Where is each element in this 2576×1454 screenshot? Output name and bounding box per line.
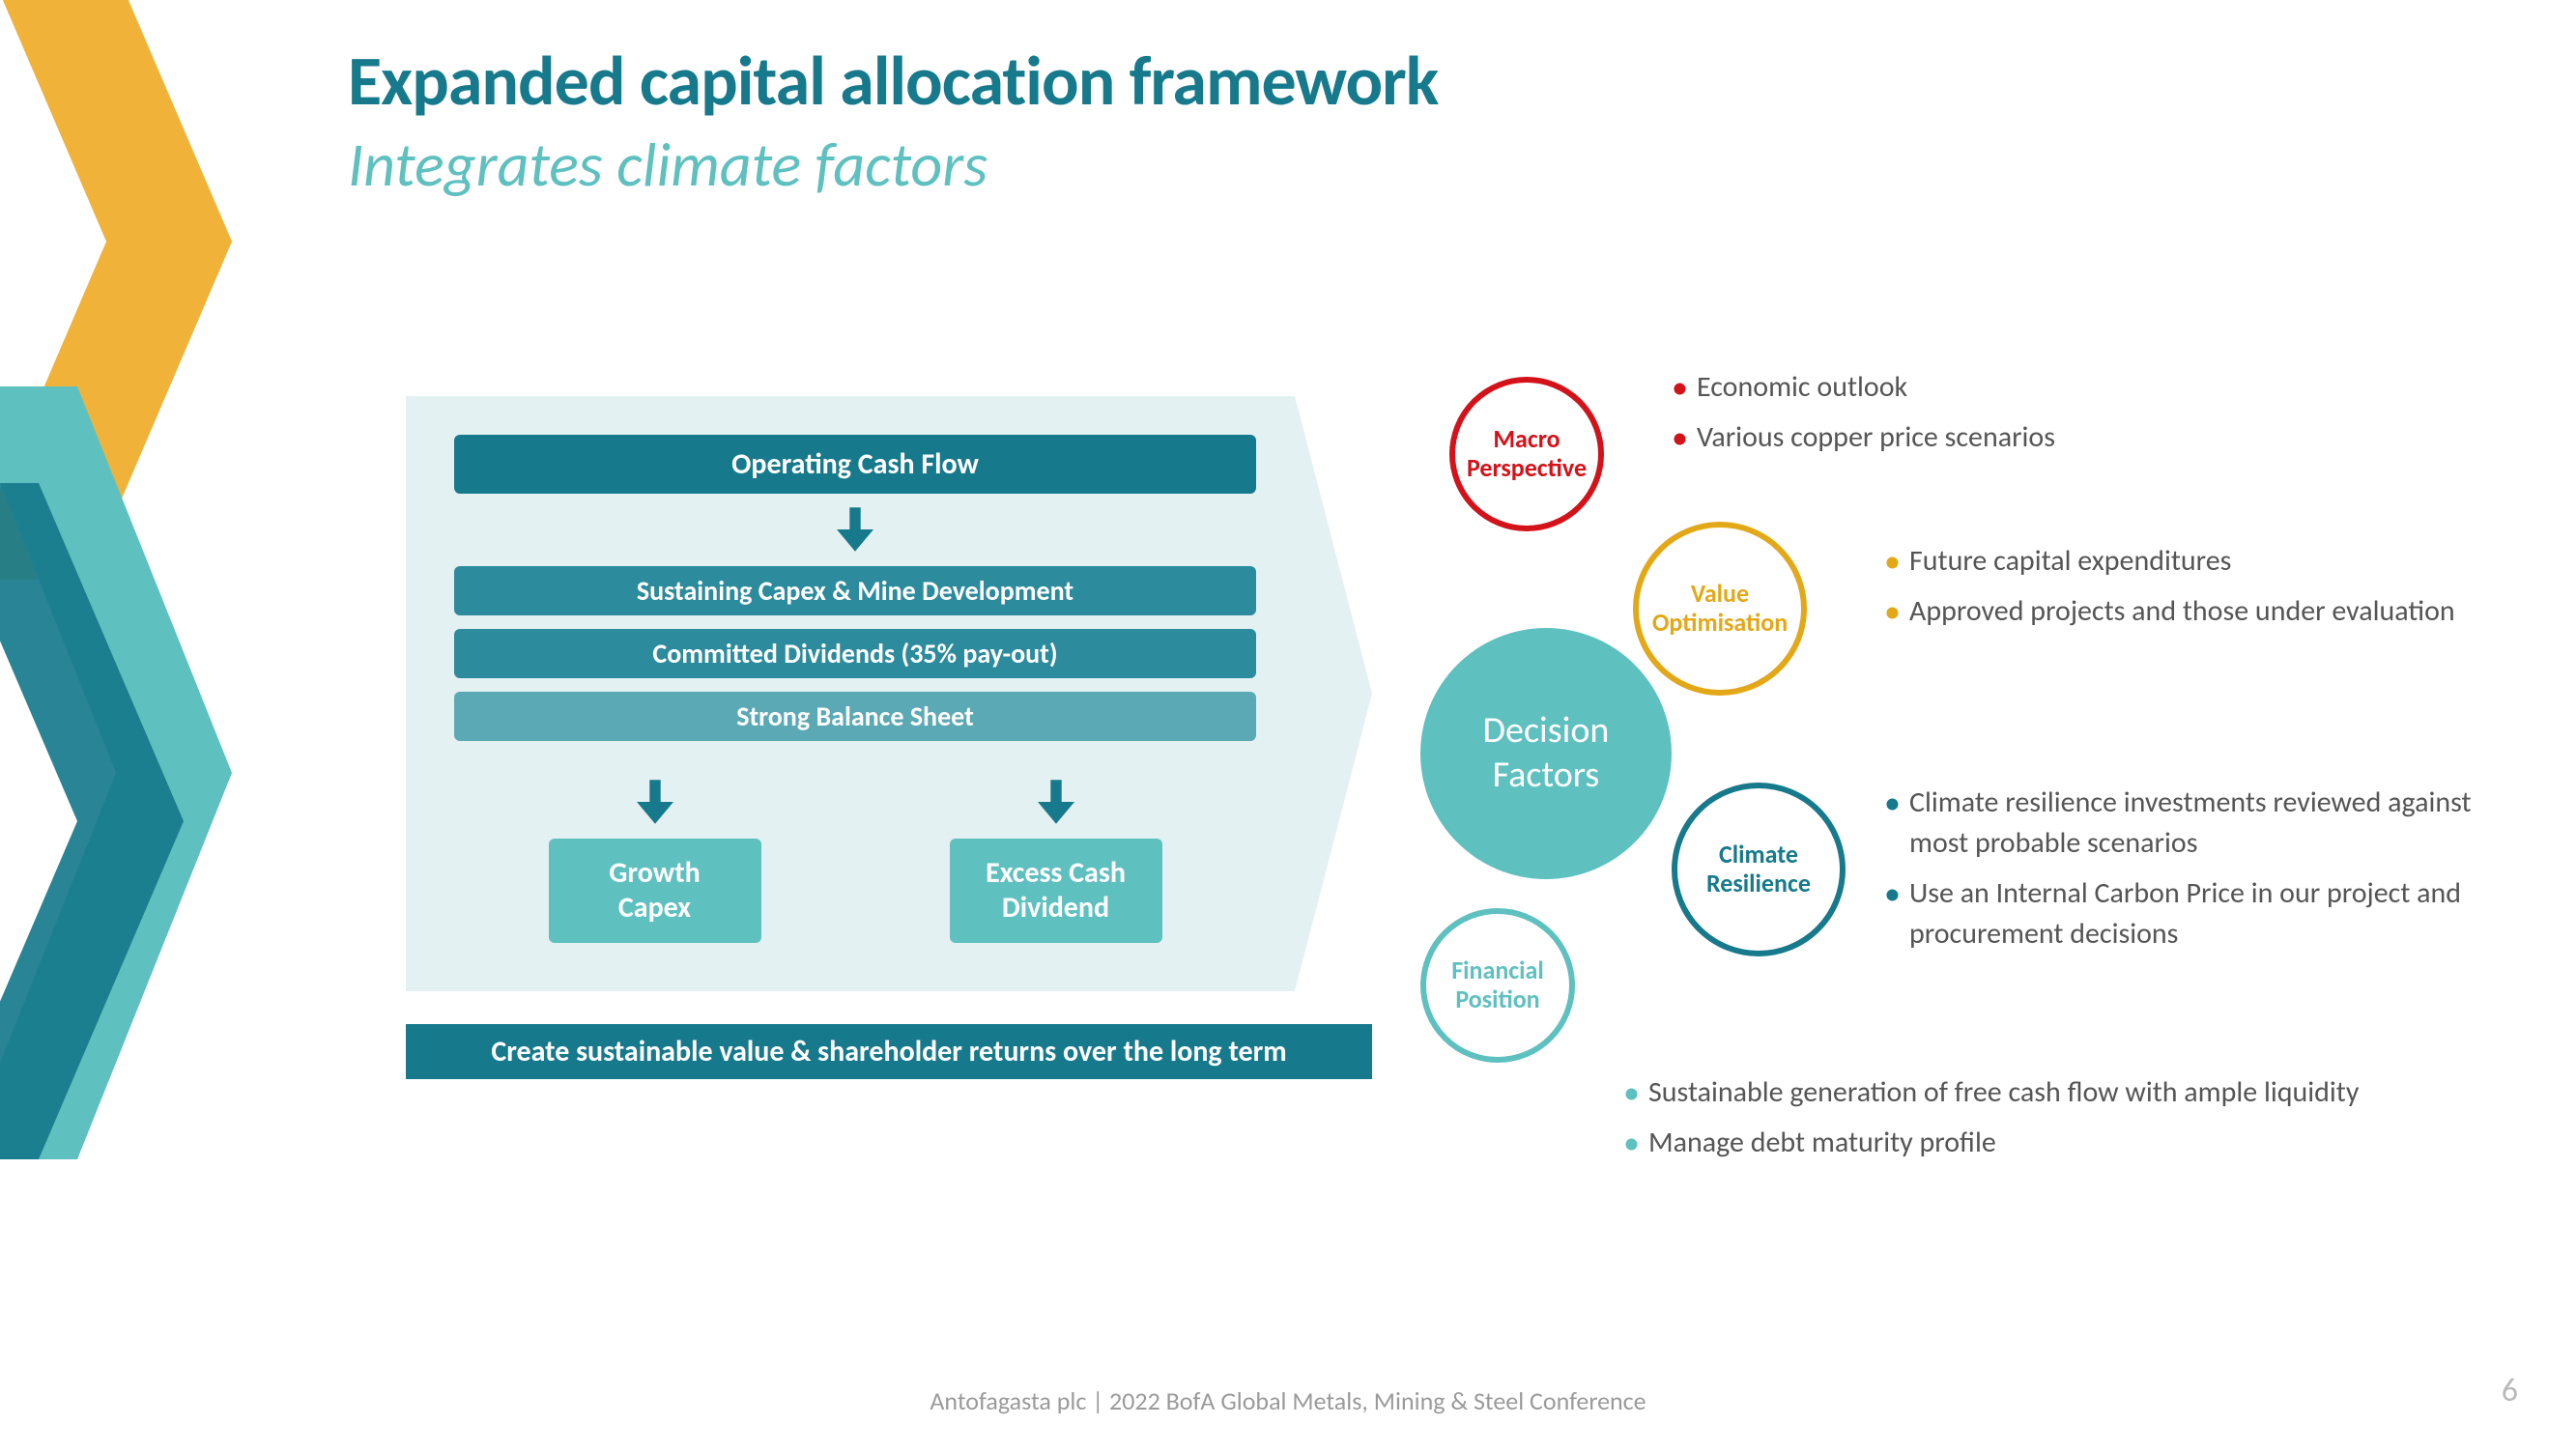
- flow-strong-balance-sheet: Strong Balance Sheet: [454, 692, 1256, 741]
- bullet-item: Use an Internal Carbon Price in our proj…: [1884, 873, 2532, 955]
- page-number: 6: [2502, 1371, 2518, 1411]
- flow-split-row: Growth Capex Excess Cash Dividend: [454, 766, 1256, 943]
- flow-committed-dividends: Committed Dividends (35% pay-out): [454, 629, 1256, 678]
- circle-financial-label: Financial Position: [1451, 956, 1544, 1014]
- circle-financial-position: Financial Position: [1420, 908, 1575, 1063]
- bullets-macro: Economic outlook Various copper price sc…: [1672, 367, 2367, 468]
- arrow-down-icon: [454, 507, 1256, 556]
- decision-center-line1: Decision: [1483, 709, 1610, 754]
- chevron-svg: [0, 0, 251, 1449]
- arrow-down-icon: [855, 780, 1256, 829]
- flow-growth-capex-label: Growth Capex: [609, 856, 700, 926]
- bullets-climate: Climate resilience investments reviewed …: [1884, 783, 2532, 964]
- flow-bottom-banner: Create sustainable value & shareholder r…: [406, 1024, 1372, 1079]
- bullets-value: Future capital expenditures Approved pro…: [1884, 541, 2503, 641]
- footer-text: Antofagasta plc | 2022 BofA Global Metal…: [0, 1385, 2576, 1416]
- bullet-item: Various copper price scenarios: [1672, 417, 2367, 458]
- decision-center-line2: Factors: [1493, 754, 1600, 798]
- decision-center-circle: Decision Factors: [1420, 628, 1672, 879]
- bullets-financial: Sustainable generation of free cash flow…: [1623, 1072, 2396, 1173]
- decorative-chevrons: [0, 0, 251, 1449]
- circle-climate-label: Climate Resilience: [1706, 841, 1811, 898]
- flow-section: Operating Cash Flow Sustaining Capex & M…: [406, 396, 1391, 1079]
- bullet-item: Future capital expenditures: [1884, 541, 2503, 582]
- circle-macro-perspective: Macro Perspective: [1449, 377, 1604, 531]
- flow-panel: Operating Cash Flow Sustaining Capex & M…: [406, 396, 1372, 991]
- flow-operating-cash-flow: Operating Cash Flow: [454, 435, 1256, 494]
- bullet-item: Climate resilience investments reviewed …: [1884, 783, 2532, 864]
- circle-macro-label: Macro Perspective: [1467, 425, 1587, 483]
- circle-climate-resilience: Climate Resilience: [1672, 783, 1846, 956]
- bullet-item: Economic outlook: [1672, 367, 2367, 408]
- flow-growth-capex: Growth Capex: [549, 839, 761, 943]
- slide-subtitle: Integrates climate factors: [348, 128, 1438, 203]
- bullet-item: Approved projects and those under evalua…: [1884, 591, 2503, 632]
- flow-sustaining-capex: Sustaining Capex & Mine Development: [454, 566, 1256, 615]
- bullet-item: Manage debt maturity profile: [1623, 1123, 2396, 1163]
- arrow-down-icon: [454, 780, 855, 829]
- slide-title-block: Expanded capital allocation framework In…: [348, 39, 1438, 203]
- flow-excess-cash-dividend: Excess Cash Dividend: [950, 839, 1162, 943]
- decision-factors-cluster: Decision Factors Macro Perspective Value…: [1372, 357, 2532, 1169]
- circle-value-optimisation: Value Optimisation: [1633, 522, 1807, 696]
- slide-title: Expanded capital allocation framework: [348, 39, 1438, 124]
- circle-value-label: Value Optimisation: [1652, 580, 1788, 638]
- bullet-item: Sustainable generation of free cash flow…: [1623, 1072, 2396, 1113]
- flow-excess-cash-label: Excess Cash Dividend: [986, 856, 1126, 926]
